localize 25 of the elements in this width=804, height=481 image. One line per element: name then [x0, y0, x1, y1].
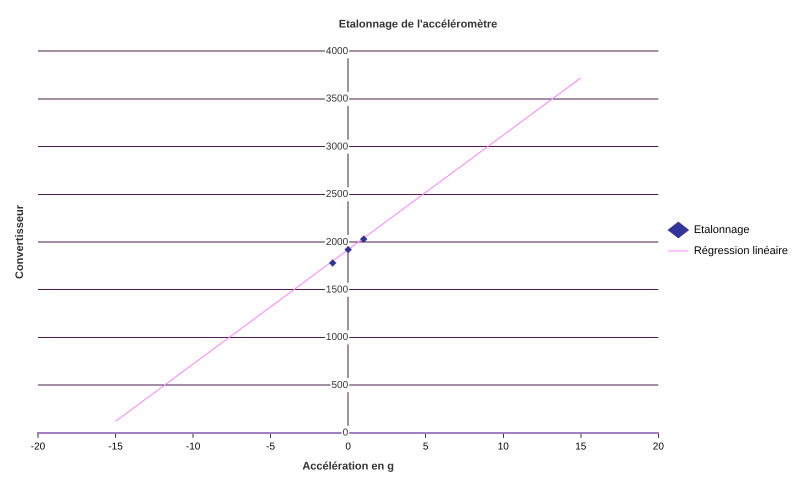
chart-title: Etalonnage de l'accéléromètre [338, 18, 498, 31]
y-tick-label: 500 [331, 380, 349, 391]
x-tick-label: 10 [498, 442, 510, 453]
x-tick-label: -15 [108, 442, 124, 453]
x-axis-title: Accélération en g [302, 460, 394, 472]
legend-label: Régression linéaire [694, 245, 788, 258]
x-tick-label: -20 [30, 442, 46, 453]
point [360, 236, 368, 243]
y-tick-label: 3500 [326, 94, 349, 105]
y-axis-title: Convertisseur [14, 204, 26, 279]
y-tick-label: 2500 [326, 189, 349, 200]
x-tick-label: -10 [186, 442, 201, 453]
y-tick-label: 2000 [326, 236, 349, 248]
x-tick-label: -5 [266, 442, 276, 453]
point [329, 259, 336, 266]
point [344, 246, 352, 254]
y-tick-label: 1000 [326, 332, 349, 344]
y-tick-label: 3000 [326, 141, 349, 152]
y-tick-label: 1500 [326, 284, 349, 296]
x-tick-label: 5 [422, 442, 429, 453]
x-tick-label: 15 [575, 442, 587, 453]
legend-label: Etalonnage [694, 224, 750, 236]
y-tick-label: 0 [342, 428, 349, 439]
y-tick-label: 4000 [326, 46, 349, 57]
x-tick-label: 20 [652, 442, 664, 453]
